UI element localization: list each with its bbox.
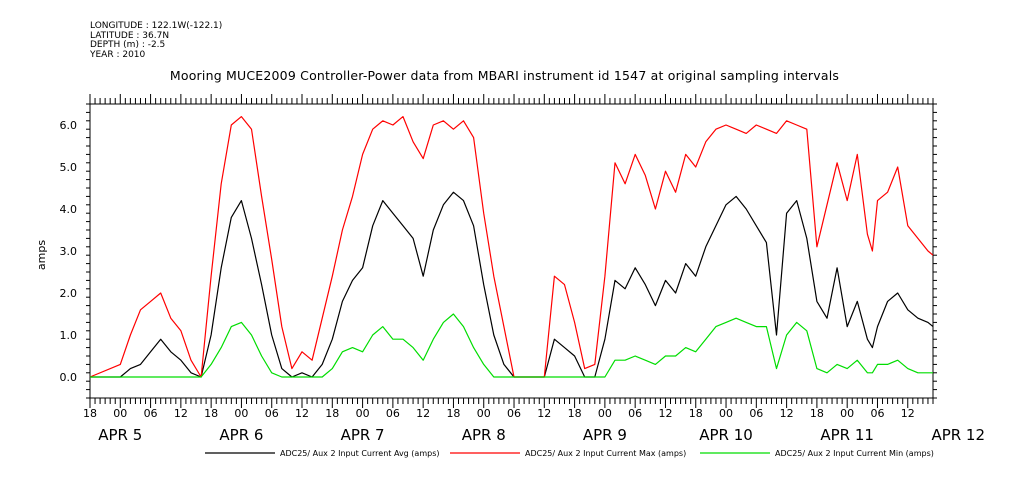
x-tick-label: 12 [780, 407, 794, 420]
x-tick-label: 12 [901, 407, 915, 420]
x-tick-label: 12 [658, 407, 672, 420]
x-date-label: APR 7 [341, 426, 385, 444]
x-tick-label: 00 [840, 407, 854, 420]
y-tick-label: 5.0 [60, 161, 78, 174]
x-tick-label: 00 [234, 407, 248, 420]
x-tick-label: 18 [446, 407, 460, 420]
legend-label-1: ADC25/ Aux 2 Input Current Max (amps) [525, 449, 686, 458]
series-layer [89, 115, 934, 378]
x-date-label: APR 10 [699, 426, 753, 444]
x-tick-label: 00 [598, 407, 612, 420]
y-tick-label: 3.0 [60, 245, 78, 258]
x-date-label: APR 5 [98, 426, 142, 444]
x-tick-label: 18 [568, 407, 582, 420]
x-tick-label: 18 [83, 407, 97, 420]
x-date-label: APR 8 [462, 426, 506, 444]
series-line-2 [90, 313, 933, 378]
x-date-label: APR 6 [219, 426, 263, 444]
x-tick-label: 06 [870, 407, 884, 420]
x-date-label: APR 12 [931, 426, 985, 444]
chart-title: Mooring MUCE2009 Controller-Power data f… [169, 68, 840, 83]
longitude-label: LONGITUDE : 122.1W(-122.1) [90, 21, 223, 31]
plot-border [89, 103, 934, 399]
x-tick-label: 12 [174, 407, 188, 420]
x-tick-label: 06 [749, 407, 763, 420]
x-tick-label: 06 [265, 407, 279, 420]
y-tick-label: 1.0 [60, 329, 78, 342]
x-tick-label: 06 [628, 407, 642, 420]
x-tick-label: 18 [689, 407, 703, 420]
tick-marks: 18 00 06 12 18 00 06 12 18 00 06 12 18 00 06 12 18 00 06 12… [60, 94, 985, 444]
x-tick-label: 00 [113, 407, 127, 420]
x-tick-label: 18 [810, 407, 824, 420]
legend-label-2: ADC25/ Aux 2 Input Current Min (amps) [775, 449, 934, 458]
y-tick-label: 2.0 [60, 287, 78, 300]
series-line-0 [90, 191, 934, 378]
year-label: YEAR : 2010 [90, 49, 146, 60]
x-date-label: APR 9 [583, 426, 627, 444]
depth-label: DEPTH (m) : -2.5 [90, 40, 166, 50]
x-tick-label: 06 [386, 407, 400, 420]
legend-label-0: ADC25/ Aux 2 Input Current Avg (amps) [280, 449, 439, 458]
y-tick-label: 4.0 [60, 203, 78, 216]
x-tick-label: 00 [477, 407, 491, 420]
metadata-block: LONGITUDE : 122.1W(-122.1) LATITUDE : 36… [90, 21, 223, 60]
x-tick-label: 00 [356, 407, 370, 420]
plot-frame [89, 103, 934, 399]
x-tick-label: 18 [325, 407, 339, 420]
latitude-label: LATITUDE : 36.7N [90, 30, 170, 41]
series-line-1 [89, 115, 934, 378]
x-tick-label: 12 [295, 407, 309, 420]
y-tick-label: 0.0 [60, 371, 78, 384]
x-tick-label: 12 [537, 407, 551, 420]
x-tick-label: 18 [204, 407, 218, 420]
x-tick-label: 12 [416, 407, 430, 420]
x-tick-label: 06 [507, 407, 521, 420]
x-tick-label: 06 [144, 407, 158, 420]
y-axis-label: amps [35, 240, 48, 270]
x-tick-label: 00 [719, 407, 733, 420]
legend: ADC25/ Aux 2 Input Current Avg (amps) ADC… [205, 449, 934, 458]
x-date-label: APR 11 [820, 426, 874, 444]
y-tick-label: 6.0 [60, 119, 78, 132]
